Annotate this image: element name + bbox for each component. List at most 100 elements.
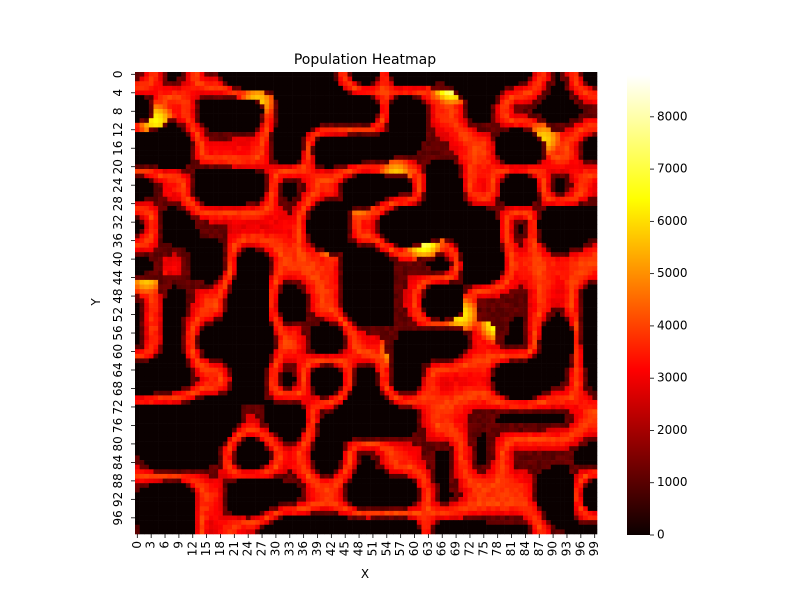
heatmap-cell <box>416 293 422 299</box>
heatmap-cell <box>245 104 251 110</box>
heatmap-cell <box>282 270 288 276</box>
heatmap-cell <box>148 252 154 258</box>
heatmap-cell <box>301 72 307 77</box>
heatmap-cell <box>536 261 542 267</box>
heatmap-cell <box>550 279 556 285</box>
heatmap-cell <box>490 81 496 87</box>
heatmap-cell <box>352 201 358 207</box>
heatmap-cell <box>536 247 542 253</box>
heatmap-cell <box>486 85 492 91</box>
heatmap-cell <box>162 95 168 101</box>
heatmap-cell <box>550 173 556 179</box>
heatmap-cell <box>504 242 510 248</box>
heatmap-cell <box>430 136 436 142</box>
heatmap-cell <box>379 150 385 156</box>
heatmap-cell <box>218 90 224 96</box>
heatmap-cell <box>402 224 408 230</box>
heatmap-cell <box>467 298 473 304</box>
heatmap-cell <box>144 90 150 96</box>
heatmap-cell <box>315 289 321 295</box>
heatmap-cell <box>513 118 519 124</box>
heatmap-cell <box>347 293 353 299</box>
heatmap-cell <box>398 76 404 82</box>
heatmap-cell <box>439 266 445 271</box>
heatmap-cell <box>513 76 519 82</box>
heatmap-cell <box>449 293 455 299</box>
heatmap-cell <box>135 252 140 258</box>
heatmap-cell <box>481 150 487 156</box>
heatmap-cell <box>550 293 556 299</box>
heatmap-cell <box>407 81 413 87</box>
heatmap-cell <box>592 187 598 193</box>
heatmap-cell <box>176 159 182 165</box>
heatmap-cell <box>523 182 528 188</box>
heatmap-cell <box>541 136 547 142</box>
heatmap-cell <box>458 298 464 304</box>
heatmap-cell <box>435 85 441 91</box>
heatmap-cell <box>532 76 538 82</box>
heatmap-cell <box>472 118 478 124</box>
heatmap-cell <box>546 182 552 188</box>
heatmap-cell <box>287 219 293 225</box>
heatmap-cell <box>370 279 376 285</box>
heatmap-cell <box>402 233 408 239</box>
heatmap-cell <box>144 108 150 114</box>
heatmap-cell <box>227 104 233 110</box>
heatmap-cell <box>444 81 450 87</box>
heatmap-cell <box>148 136 154 142</box>
heatmap-cell <box>486 192 492 198</box>
heatmap-cell <box>578 136 584 142</box>
heatmap-cell <box>495 72 501 77</box>
heatmap-cell <box>384 159 390 165</box>
heatmap-cell <box>329 164 334 170</box>
heatmap-cell <box>439 99 445 105</box>
heatmap-cell <box>578 155 584 161</box>
heatmap-cell <box>333 247 339 253</box>
heatmap-cell <box>305 182 311 188</box>
heatmap-cell <box>347 132 353 137</box>
heatmap-cell <box>398 99 404 105</box>
heatmap-cell <box>148 122 154 128</box>
heatmap-cell <box>292 72 297 77</box>
heatmap-cell <box>499 205 505 211</box>
heatmap-cell <box>541 224 547 230</box>
heatmap-cell <box>204 205 210 211</box>
heatmap-cell <box>227 169 233 174</box>
heatmap-cell <box>564 122 570 128</box>
heatmap-cell <box>185 261 191 267</box>
heatmap-cell <box>550 219 556 225</box>
heatmap-cell <box>282 173 288 179</box>
heatmap-cell <box>333 270 339 276</box>
heatmap-cell <box>292 182 297 188</box>
heatmap-cell <box>569 219 575 225</box>
heatmap-cell <box>467 85 473 91</box>
heatmap-cell <box>338 187 344 193</box>
heatmap-cell <box>416 215 422 221</box>
heatmap-cell <box>301 132 307 137</box>
heatmap-cell <box>513 99 519 105</box>
heatmap-cell <box>199 270 205 276</box>
heatmap-cell <box>509 76 515 82</box>
heatmap-cell <box>458 196 464 202</box>
heatmap-cell <box>356 182 362 188</box>
heatmap-cell <box>245 95 251 101</box>
heatmap-cell <box>329 247 334 253</box>
heatmap-cell <box>476 293 482 299</box>
heatmap-cell <box>352 266 358 271</box>
heatmap-cell <box>162 242 168 248</box>
heatmap-cell <box>490 284 496 290</box>
heatmap-cell <box>592 164 598 170</box>
heatmap-cell <box>416 72 422 77</box>
heatmap-cell <box>139 279 145 285</box>
heatmap-cell <box>282 219 288 225</box>
heatmap-cell <box>181 275 187 281</box>
heatmap-cell <box>361 182 367 188</box>
heatmap-cell <box>375 178 381 184</box>
heatmap-cell <box>523 187 528 193</box>
heatmap-cell <box>536 169 542 174</box>
heatmap-cell <box>287 81 293 87</box>
heatmap-cell <box>490 85 496 91</box>
heatmap-cell <box>171 298 177 304</box>
heatmap-cell <box>490 229 496 234</box>
heatmap-cell <box>199 76 205 82</box>
